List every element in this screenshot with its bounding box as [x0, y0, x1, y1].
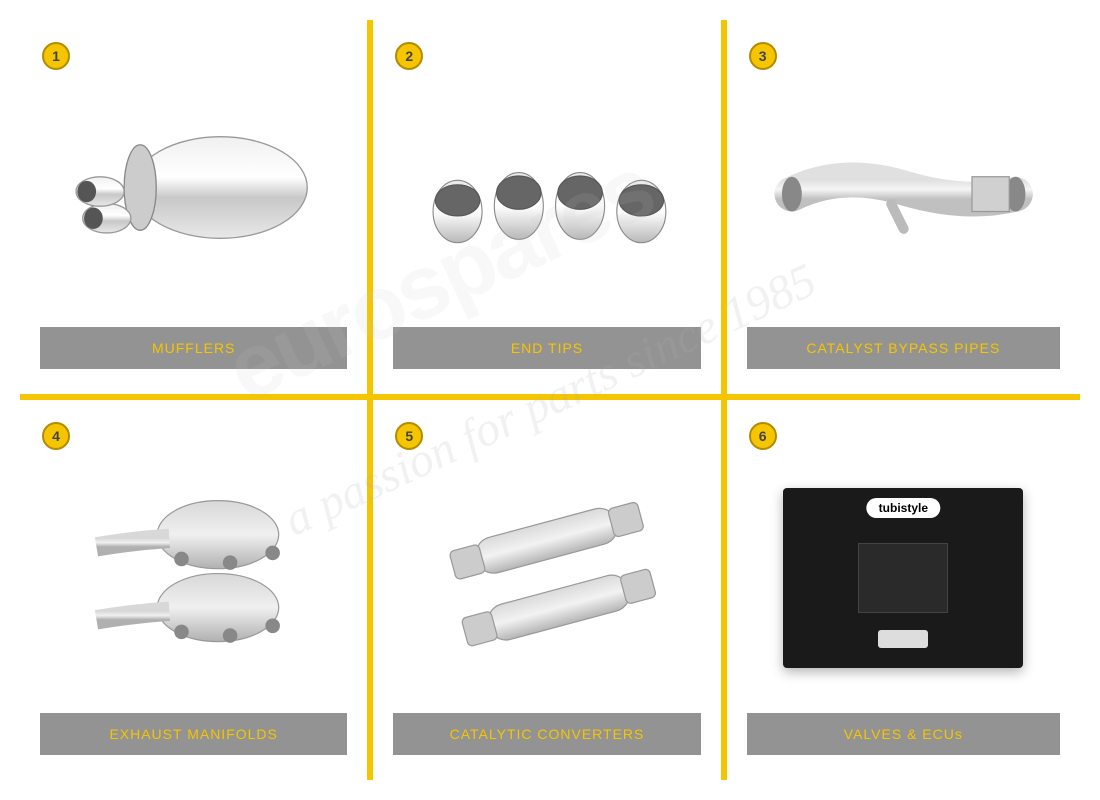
product-image-catalytic: [413, 455, 680, 700]
product-label: VALVES & ECUs: [747, 713, 1060, 755]
product-cell-ecu[interactable]: 6 tubistyle VALVES & ECUs: [727, 400, 1080, 780]
product-cell-manifolds[interactable]: 4: [20, 400, 373, 780]
product-label: MUFFLERS: [40, 327, 347, 369]
product-cell-endtips[interactable]: 2: [373, 20, 726, 400]
product-cell-catalytic[interactable]: 5: [373, 400, 726, 780]
product-cell-mufflers[interactable]: 1 MUFFLERS: [20, 20, 373, 400]
product-cell-bypass[interactable]: 3 CATALYST BYPASS PIPES: [727, 20, 1080, 400]
ecu-module: [858, 543, 948, 613]
cell-number-badge: 6: [749, 422, 777, 450]
cell-number-badge: 1: [42, 42, 70, 70]
product-image-endtips: [413, 75, 680, 314]
ecu-brand-label: tubistyle: [867, 498, 940, 518]
product-label: END TIPS: [393, 327, 700, 369]
product-image-muffler: [60, 75, 327, 314]
product-label: EXHAUST MANIFOLDS: [40, 713, 347, 755]
product-label: CATALYST BYPASS PIPES: [747, 327, 1060, 369]
product-label: CATALYTIC CONVERTERS: [393, 713, 700, 755]
product-image-ecu: tubistyle: [767, 455, 1040, 700]
ecu-remote: [878, 630, 928, 648]
ecu-box: tubistyle: [783, 488, 1023, 668]
cell-number-badge: 5: [395, 422, 423, 450]
product-grid: 1 MUFFLERS 2: [0, 0, 1100, 800]
product-image-bypass: [767, 75, 1040, 314]
cell-number-badge: 2: [395, 42, 423, 70]
cell-number-badge: 3: [749, 42, 777, 70]
product-image-manifolds: [60, 455, 327, 700]
cell-number-badge: 4: [42, 422, 70, 450]
